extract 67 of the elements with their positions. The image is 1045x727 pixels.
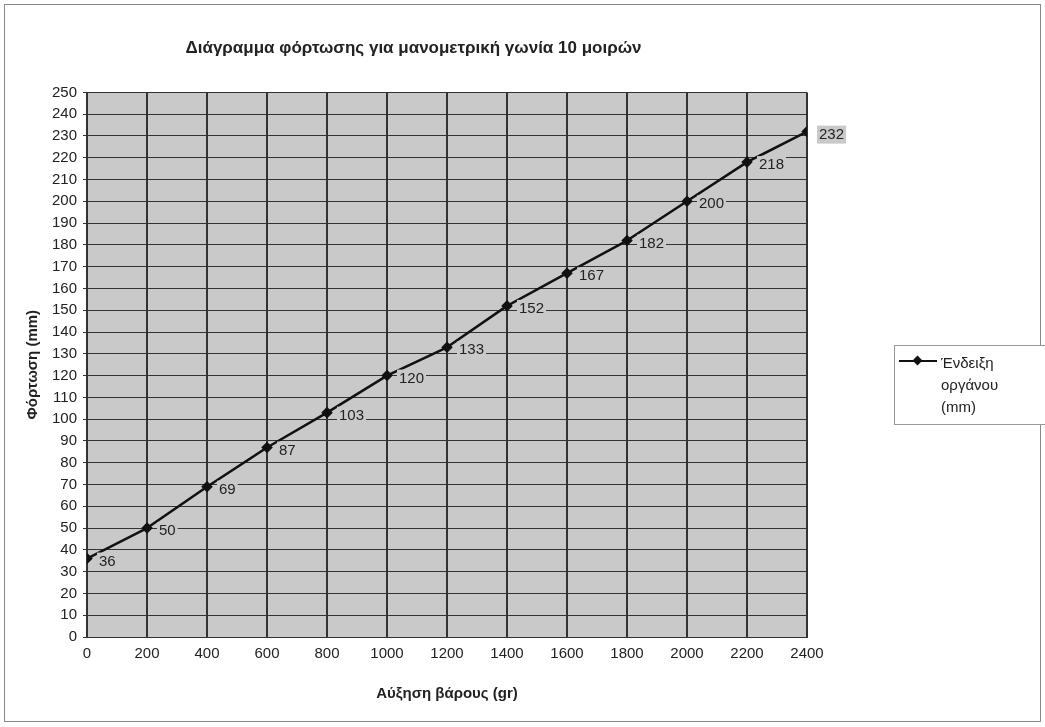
point xyxy=(381,370,393,381)
data-label: 133 xyxy=(459,340,485,358)
data-label: 50 xyxy=(159,521,176,539)
x-tick-label: 2200 xyxy=(730,644,764,662)
y-tick-label: 40 xyxy=(60,540,78,557)
data-label: 120 xyxy=(399,368,425,386)
data-label: 103 xyxy=(339,405,365,423)
y-tick-label: 150 xyxy=(52,300,78,318)
x-tick-label: 2400 xyxy=(790,644,824,662)
legend-label: Ένδειξη οργάνου (mm) xyxy=(941,353,1000,417)
x-tick-label: 1000 xyxy=(370,644,404,662)
y-tick-label: 200 xyxy=(52,191,78,209)
y-tick-label: 10 xyxy=(60,605,78,623)
x-axis-title: Αύξηση βάρους (gr) xyxy=(376,684,518,702)
x-tick-label: 1200 xyxy=(430,644,464,662)
x-tick-label: 1400 xyxy=(490,644,524,662)
point xyxy=(561,267,573,279)
point xyxy=(681,196,693,207)
x-tick-label: 800 xyxy=(314,644,340,662)
y-tick-label: 120 xyxy=(52,365,78,383)
point xyxy=(261,442,273,453)
data-label: 167 xyxy=(579,266,605,284)
point xyxy=(741,156,753,168)
chart-title: Διάγραμμα φόρτωσης για μανομετρική γωνία 10 μοιρών xyxy=(185,37,642,57)
y-tick-label: 160 xyxy=(52,278,78,296)
x-tick-label: 2000 xyxy=(670,644,704,662)
y-tick-label: 80 xyxy=(60,452,78,470)
data-label: 182 xyxy=(639,233,665,251)
y-tick-label: 0 xyxy=(68,627,78,645)
point xyxy=(141,522,153,534)
y-tick-label: 50 xyxy=(60,518,78,536)
point xyxy=(621,235,633,246)
y-tick-label: 250 xyxy=(52,82,78,100)
y-tick-label: 190 xyxy=(52,213,78,231)
y-tick-label: 220 xyxy=(52,147,78,165)
y-tick-label: 70 xyxy=(60,474,78,492)
data-label: 152 xyxy=(519,299,545,317)
y-tick-label: 170 xyxy=(52,256,78,274)
y-tick-label: 230 xyxy=(52,126,78,144)
y-tick-label: 240 xyxy=(52,104,78,122)
y-tick-label: 180 xyxy=(52,235,78,253)
point xyxy=(321,407,333,418)
x-tick-label: 1600 xyxy=(550,644,584,662)
point xyxy=(201,481,213,492)
data-label: 69 xyxy=(219,479,236,497)
y-tick-label: 100 xyxy=(52,409,78,427)
y-tick-label: 110 xyxy=(53,387,78,405)
y-tick-label: 140 xyxy=(52,322,78,340)
x-tick-label: 400 xyxy=(194,644,220,662)
point xyxy=(501,300,513,312)
y-tick-label: 130 xyxy=(52,343,78,361)
y-tick-label: 30 xyxy=(60,561,78,579)
data-label: 218 xyxy=(759,155,785,173)
x-tick-label: 600 xyxy=(254,644,280,662)
y-tick-label: 90 xyxy=(60,431,78,449)
data-label: 36 xyxy=(99,551,116,569)
y-axis-title: Φόρτωση (mm) xyxy=(23,309,41,420)
y-tick-label: 20 xyxy=(60,583,78,601)
point xyxy=(441,342,453,353)
data-label: 87 xyxy=(279,440,296,458)
y-tick-label: 210 xyxy=(52,169,78,187)
x-tick-label: 1800 xyxy=(610,644,644,662)
data-label: 200 xyxy=(699,194,725,212)
data-label: 232 xyxy=(819,124,845,142)
y-tick-label: 60 xyxy=(60,496,78,514)
x-tick-label: 200 xyxy=(134,644,160,662)
x-tick-label: 0 xyxy=(82,644,92,662)
